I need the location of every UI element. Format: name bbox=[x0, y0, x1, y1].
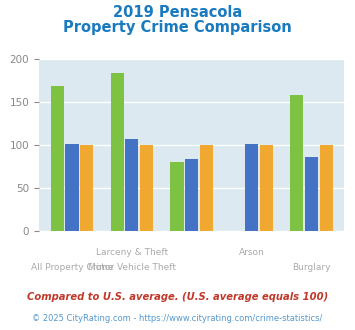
Text: All Property Crime: All Property Crime bbox=[31, 263, 113, 272]
Text: Property Crime Comparison: Property Crime Comparison bbox=[63, 20, 292, 35]
Text: Compared to U.S. average. (U.S. average equals 100): Compared to U.S. average. (U.S. average … bbox=[27, 292, 328, 302]
Bar bbox=[140, 145, 153, 231]
Bar bbox=[170, 162, 184, 231]
Bar bbox=[320, 145, 333, 231]
Text: Larceny & Theft: Larceny & Theft bbox=[96, 248, 168, 257]
Bar bbox=[111, 73, 124, 231]
Bar bbox=[80, 145, 93, 231]
Bar bbox=[185, 159, 198, 231]
Text: Arson: Arson bbox=[239, 248, 264, 257]
Bar bbox=[260, 145, 273, 231]
Bar bbox=[51, 86, 64, 231]
Bar bbox=[245, 144, 258, 231]
Text: Burglary: Burglary bbox=[292, 263, 331, 272]
Bar bbox=[125, 139, 138, 231]
Bar bbox=[65, 144, 78, 231]
Legend: Pensacola, Florida, National: Pensacola, Florida, National bbox=[51, 326, 332, 330]
Text: 2019 Pensacola: 2019 Pensacola bbox=[113, 5, 242, 20]
Bar bbox=[290, 95, 303, 231]
Text: © 2025 CityRating.com - https://www.cityrating.com/crime-statistics/: © 2025 CityRating.com - https://www.city… bbox=[32, 314, 323, 323]
Bar bbox=[305, 157, 318, 231]
Bar bbox=[200, 145, 213, 231]
Text: Motor Vehicle Theft: Motor Vehicle Theft bbox=[88, 263, 176, 272]
